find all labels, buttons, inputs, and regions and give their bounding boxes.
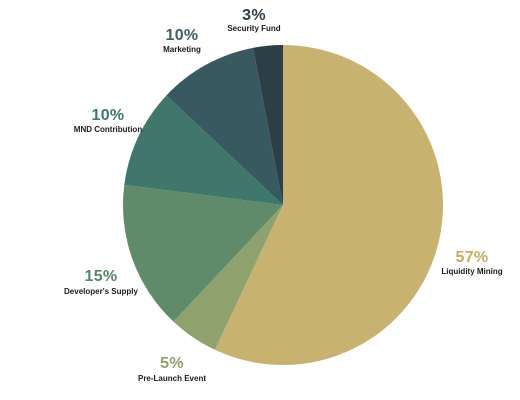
slice-percent-label: 57% [456, 249, 489, 266]
slice-percent-label: 5% [160, 355, 184, 372]
pie-slice-marketing [166, 47, 283, 205]
pie-slice-mnd-contribution [124, 95, 283, 205]
slice-percent-label: 10% [92, 107, 125, 124]
pie-labels: 57%Liquidity Mining 5% Pre-Launch Event 15%… [64, 7, 503, 383]
pie-slice-security-fund [253, 45, 283, 205]
pie-slice-pre-launch-event [173, 205, 283, 350]
pie-slices [122, 45, 444, 366]
slice-category-label: Developer's Supply [64, 287, 138, 296]
slice-category-label: MND Contribution [74, 125, 143, 134]
pie-slice-liquidity-mining [214, 45, 444, 366]
slice-category-label: Security Fund [227, 24, 280, 33]
slice-category-label: Liquidity Mining [441, 267, 502, 276]
slice-percent-label: 3% [242, 7, 266, 24]
slice-category-label: Pre-Launch Event [138, 374, 206, 383]
slice-percent-label: 15% [85, 268, 118, 285]
slice-percent-label: 10% [166, 27, 199, 44]
slice-category-label: Marketing [163, 45, 201, 54]
pie-slice-developer-s-supply [122, 184, 283, 322]
